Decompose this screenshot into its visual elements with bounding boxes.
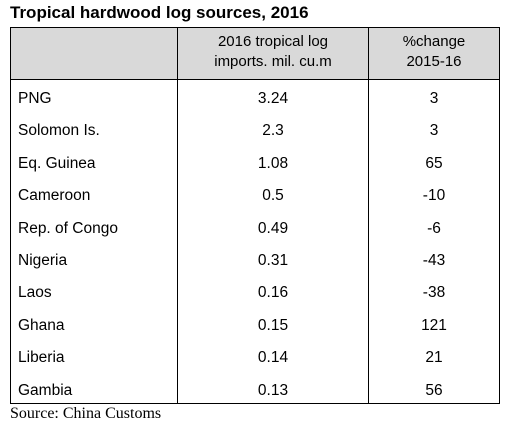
column-divider-1: [177, 28, 178, 403]
change-cell: -38: [422, 284, 446, 302]
header-imports-line1: 2016 tropical log: [217, 33, 329, 50]
imports-cell: 0.15: [257, 316, 289, 334]
table-row: Gambia 0.13 56: [11, 375, 499, 407]
imports-cell: 0.31: [257, 252, 289, 269]
header-change-line1: %change: [402, 33, 466, 50]
table-row: Nigeria 0.31 -43: [11, 245, 499, 277]
change-cell: 3: [429, 90, 439, 107]
change-cell: 21: [425, 349, 443, 367]
imports-cell: 0.14: [257, 349, 289, 367]
country-cell: Rep. of Congo: [18, 219, 118, 237]
imports-cell: 2.3: [262, 122, 284, 140]
country-cell: Ghana: [18, 316, 65, 334]
change-cell: 65: [425, 154, 443, 172]
header-change-line2: 2015-16: [406, 53, 462, 70]
source-note: Source: China Customs: [10, 405, 162, 422]
header-imports: 2016 tropical log imports. mil. cu.m: [178, 32, 368, 72]
table-header: 2016 tropical log imports. mil. cu.m %ch…: [11, 28, 499, 80]
table-row: Rep. of Congo 0.49 -6: [11, 213, 499, 245]
column-divider-2: [368, 28, 369, 403]
imports-cell: 0.5: [262, 187, 284, 205]
country-cell: Laos: [18, 284, 52, 302]
country-cell: Cameroon: [18, 187, 91, 205]
change-cell: 3: [429, 122, 439, 140]
chart-title: Tropical hardwood log sources, 2016: [10, 3, 309, 22]
country-cell: Nigeria: [18, 252, 68, 269]
imports-cell: 0.13: [257, 381, 289, 399]
change-cell: 56: [425, 381, 443, 399]
table-row: Cameroon 0.5 -10: [11, 180, 499, 212]
change-cell: -10: [422, 187, 446, 205]
table-row: Ghana 0.15 121: [11, 310, 499, 342]
table-row: Liberia 0.14 21: [11, 342, 499, 374]
country-cell: Gambia: [18, 381, 73, 399]
header-imports-line2: imports. mil. cu.m: [214, 53, 332, 70]
country-cell: Eq. Guinea: [18, 154, 96, 172]
header-change: %change 2015-16: [369, 32, 499, 72]
imports-cell: 1.08: [257, 154, 289, 172]
data-table: 2016 tropical log imports. mil. cu.m %ch…: [10, 27, 500, 404]
country-cell: Solomon Is.: [18, 122, 100, 140]
country-cell: Liberia: [18, 349, 65, 367]
change-cell: -6: [427, 219, 441, 237]
imports-cell: 3.24: [257, 90, 289, 107]
country-cell: PNG: [18, 90, 52, 107]
table-row: PNG 3.24 3: [11, 83, 499, 115]
imports-cell: 0.49: [257, 219, 289, 237]
change-cell: 121: [421, 316, 447, 334]
imports-cell: 0.16: [257, 284, 289, 302]
table-row: Solomon Is. 2.3 3: [11, 115, 499, 147]
table-row: Laos 0.16 -38: [11, 277, 499, 309]
change-cell: -43: [422, 252, 446, 269]
table-row: Eq. Guinea 1.08 65: [11, 148, 499, 180]
